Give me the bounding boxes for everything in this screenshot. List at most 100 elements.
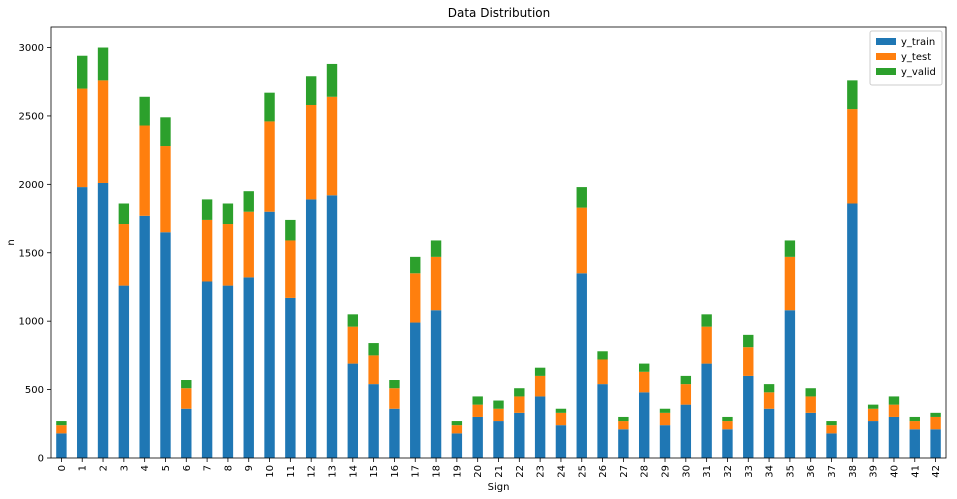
x-tick-label: 25 [577,465,588,478]
bar-y_train-37 [826,433,837,458]
y-tick-label: 2000 [19,180,44,191]
bar-y_train-10 [264,211,275,458]
bar-y_test-29 [659,412,671,426]
x-tick-label: 4 [140,465,151,471]
bar-y_train-26 [597,384,608,458]
bar-y_train-23 [534,396,546,458]
plot-frame [50,26,947,459]
legend-label-y_train: y_train [901,37,935,48]
x-tick-label: 12 [307,465,318,478]
bar-y_test-33 [743,347,754,376]
x-tick-label: 21 [494,465,505,478]
x-tick-label: 26 [598,465,609,478]
bar-y_train-16 [389,408,400,458]
bar-y_valid-13 [326,63,338,97]
bar-y_valid-10 [264,92,275,122]
bar-y_valid-20 [472,396,483,405]
x-tick-label: 22 [515,465,526,478]
bar-y_valid-11 [285,219,296,241]
bar-y_train-11 [285,297,296,458]
x-tick-label: 40 [889,465,900,478]
bar-y_valid-41 [909,416,920,422]
bar-y_valid-29 [659,408,671,413]
bar-y_test-22 [514,396,525,413]
x-tick-label: 23 [536,465,547,478]
x-tick-label: 30 [681,465,692,478]
bar-y_valid-38 [847,80,858,110]
legend-swatch-y_test [876,53,896,60]
bar-y_valid-0 [56,421,67,426]
x-tick-label: 24 [556,465,567,478]
bar-y_train-8 [222,285,234,458]
x-axis-label: Sign [488,482,510,493]
bar-y_valid-6 [181,380,192,389]
x-tick-label: 14 [348,465,359,478]
x-tick-label: 29 [661,465,672,478]
bar-y_valid-18 [430,240,442,257]
bar-y_test-25 [576,207,587,274]
bar-y_valid-15 [368,343,379,356]
bar-y_train-9 [243,277,254,458]
bar-y_train-41 [909,429,920,458]
bar-y_test-21 [493,408,504,422]
bar-y_test-36 [805,396,816,413]
bar-y_test-40 [888,404,900,417]
bar-y_test-4 [139,125,150,216]
x-tick-label: 11 [286,465,297,478]
bar-y_test-10 [264,121,275,212]
bar-y_train-2 [97,182,109,458]
bar-y_train-31 [701,363,712,458]
bar-y_test-41 [909,421,920,430]
bar-y_valid-8 [222,203,234,225]
bar-y_train-7 [201,281,213,458]
bar-y_test-32 [722,421,733,430]
bar-y_train-32 [722,429,733,458]
bar-y_valid-5 [160,117,171,147]
legend-label-y_test: y_test [901,52,931,63]
x-tick-label: 1 [78,465,89,471]
x-tick-label: 36 [806,465,817,478]
bar-y_test-2 [97,80,109,183]
bar-y_test-11 [285,240,296,298]
bar-y_valid-23 [534,367,546,376]
bar-y_test-6 [181,388,192,409]
bar-y_train-21 [493,421,504,458]
bar-y_train-30 [680,404,692,458]
x-tick-label: 15 [369,465,380,478]
bar-y_train-15 [368,384,379,458]
y-axis: 0 500 1000 1500 2000 2500 3000 [19,43,51,465]
bar-y_train-6 [181,408,192,458]
bar-y_train-5 [160,232,171,458]
bar-y_train-38 [847,203,858,458]
bar-y_train-12 [305,199,317,458]
bar-y_test-5 [160,146,171,233]
bar-y_test-3 [118,224,130,286]
x-tick-label: 33 [744,465,755,478]
bar-y_train-0 [56,433,67,458]
bar-y_valid-2 [97,47,109,81]
bar-y_test-30 [680,384,692,405]
bar-y_train-4 [139,215,150,458]
legend-label-y_valid: y_valid [901,67,936,78]
x-tick-label: 10 [265,465,276,478]
legend-swatch-y_valid [876,68,896,75]
x-tick-label: 2 [99,465,110,471]
x-tick-label: 9 [244,465,255,471]
y-axis-label: n [6,239,17,245]
bar-y_train-14 [347,363,359,458]
x-tick-label: 37 [827,465,838,478]
bar-y_train-25 [576,273,587,458]
bar-y_test-9 [243,211,254,278]
x-tick-label: 13 [327,465,338,478]
x-tick-label: 39 [869,465,880,478]
x-tick-label: 28 [640,465,651,478]
bar-y_test-17 [410,273,421,323]
bar-y_test-18 [430,256,442,311]
bar-y_valid-16 [389,380,400,389]
bar-y_test-23 [534,375,546,397]
y-tick-label: 1500 [19,248,44,259]
bar-y_valid-39 [867,404,879,409]
x-tick-label: 16 [390,465,401,478]
bar-y_train-40 [888,416,900,458]
bar-y_train-27 [618,429,629,458]
